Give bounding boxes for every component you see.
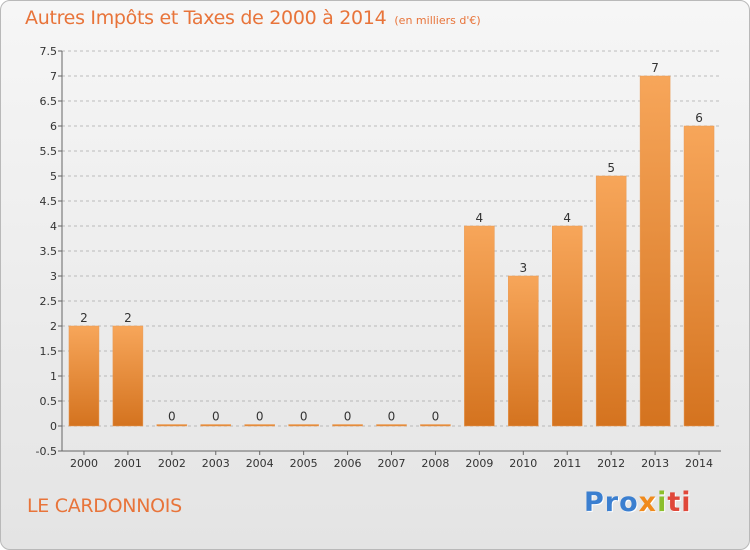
x-tick-label: 2005 [290, 457, 318, 470]
data-label: 2 [124, 311, 132, 325]
bar [112, 325, 144, 427]
y-tick-label: 3.5 [40, 245, 58, 258]
data-label: 2 [80, 311, 88, 325]
bar [68, 325, 100, 427]
data-label: 0 [168, 410, 176, 424]
x-tick-label: 2000 [70, 457, 98, 470]
x-tick-label: 2011 [553, 457, 581, 470]
data-label: 0 [344, 410, 352, 424]
y-tick-label: 4.5 [40, 195, 58, 208]
x-tick-label: 2007 [378, 457, 406, 470]
y-tick-label: 0 [50, 420, 57, 433]
bar [551, 225, 583, 427]
commune-name: LE CARDONNOIS [27, 495, 182, 517]
chart-title: Autres Impôts et Taxes de 2000 à 2014 (en… [25, 7, 481, 29]
title-text: Autres Impôts et Taxes de 2000 à 2014 [25, 7, 387, 29]
bar [244, 424, 275, 427]
y-tick-label: 6.5 [40, 95, 58, 108]
x-tick-label: 2009 [465, 457, 493, 470]
x-tick-label: 2004 [246, 457, 274, 470]
y-tick-label: 1 [50, 370, 57, 383]
x-tick-label: 2010 [509, 457, 537, 470]
x-tick-label: 2013 [641, 457, 669, 470]
data-label: 5 [607, 161, 615, 175]
y-tick-label: 7 [50, 70, 57, 83]
logo-part-4: ti [667, 487, 692, 518]
bar [639, 75, 671, 427]
y-tick-label: 5 [50, 170, 57, 183]
bar [595, 175, 627, 427]
y-tick-label: 7.5 [40, 45, 58, 58]
data-label: 0 [212, 410, 220, 424]
x-tick-label: 2002 [158, 457, 186, 470]
data-label: 0 [256, 410, 264, 424]
y-tick-label: 4 [50, 220, 57, 233]
data-label: 0 [300, 410, 308, 424]
unit-label: (en milliers d'€) [394, 14, 481, 27]
bar [376, 424, 407, 427]
y-tick-label: 1.5 [40, 345, 58, 358]
data-label: 3 [519, 261, 527, 275]
data-label: 0 [432, 410, 440, 424]
y-tick-label: 2.5 [40, 295, 58, 308]
x-tick-label: 2006 [334, 457, 362, 470]
y-tick-label: 2 [50, 320, 57, 333]
proxiti-logo[interactable]: Proxiti [584, 487, 692, 518]
data-label: 4 [476, 211, 484, 225]
y-tick-label: 3 [50, 270, 57, 283]
bar [288, 424, 319, 427]
bar [508, 275, 539, 427]
x-tick-label: 2008 [421, 457, 449, 470]
data-label: 4 [563, 211, 571, 225]
logo-part-2: x [638, 487, 658, 518]
logo-part-3: i [657, 487, 668, 518]
data-label: 0 [388, 410, 396, 424]
x-tick-label: 2012 [597, 457, 625, 470]
bar [200, 424, 232, 427]
bar [420, 424, 451, 427]
bar [156, 424, 188, 427]
data-label: 6 [695, 111, 703, 125]
bar [332, 424, 363, 427]
bar [464, 225, 495, 427]
x-tick-label: 2014 [685, 457, 713, 470]
y-tick-label: 5.5 [40, 145, 58, 158]
bar [683, 125, 715, 427]
y-tick-label: 0.5 [40, 395, 58, 408]
logo-part-1: Pro [584, 487, 639, 518]
x-tick-label: 2001 [114, 457, 142, 470]
y-tick-label: 6 [50, 120, 57, 133]
y-tick-label: -0.5 [36, 445, 57, 458]
x-tick-label: 2003 [202, 457, 230, 470]
data-label: 7 [651, 61, 659, 75]
